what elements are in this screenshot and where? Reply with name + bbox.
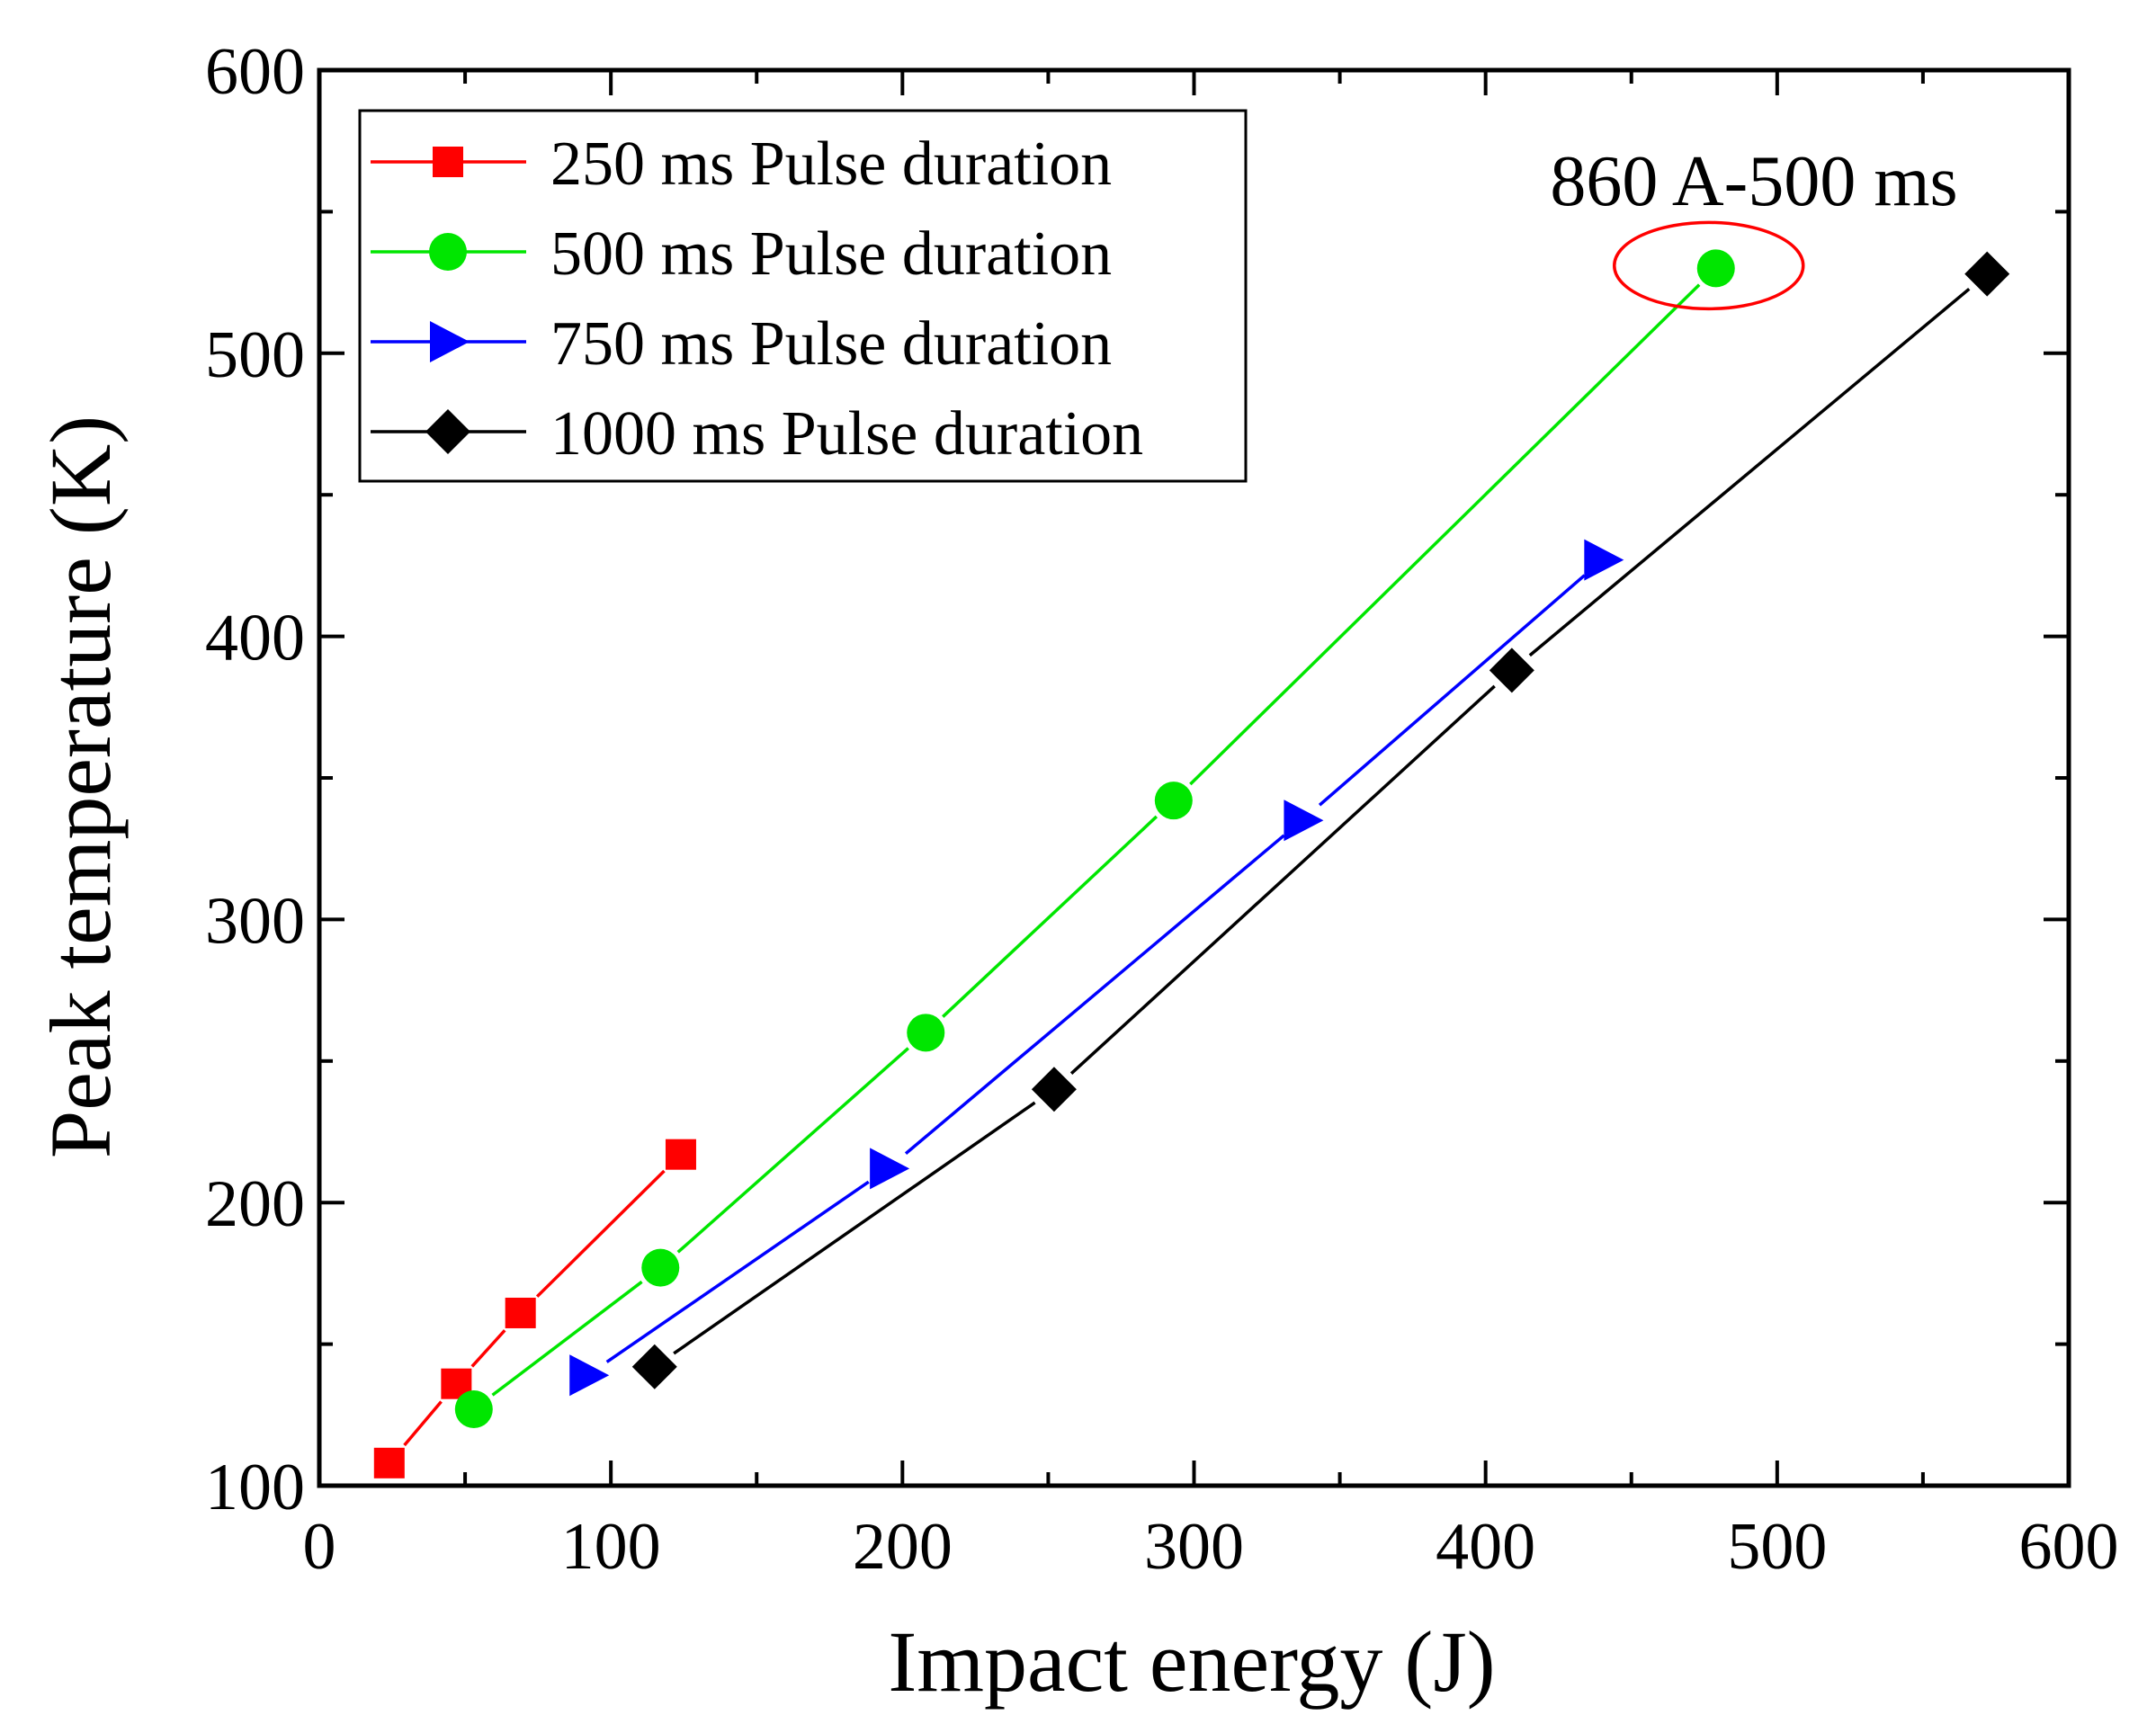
y-tick-label: 400 (205, 602, 305, 675)
series-0-segment (403, 1400, 443, 1447)
legend-label-1: 500 ms Pulse duration (550, 219, 1112, 289)
series-0-point-2 (505, 1297, 536, 1328)
legend-label-0: 250 ms Pulse duration (550, 130, 1112, 199)
legend: 250 ms Pulse duration 500 ms Pulse durati… (358, 109, 1248, 483)
series-0-point-0 (373, 1447, 405, 1478)
series-0-point-3 (665, 1139, 696, 1170)
series-3-point-1 (1031, 1067, 1077, 1112)
highlight-ellipse (1613, 220, 1805, 311)
x-axis-title: Impact energy (J) (888, 1613, 1495, 1710)
series-2-point-0 (569, 1354, 610, 1397)
series-lines (403, 283, 1971, 1447)
series-1-point-0 (454, 1390, 493, 1429)
series-0-segment (470, 1329, 506, 1368)
legend-marker-0 (433, 147, 463, 177)
series-2-segment (904, 834, 1285, 1156)
series-2-point-2 (1284, 800, 1324, 842)
series-1-segment (676, 1047, 909, 1254)
series-2-segment (1318, 574, 1586, 807)
x-tick-label: 300 (1144, 1510, 1244, 1584)
x-tick-label: 600 (2019, 1510, 2119, 1584)
series-1-segment (942, 815, 1159, 1018)
series-1-point-4 (1696, 249, 1735, 288)
x-tick-label: 500 (1727, 1510, 1827, 1584)
legend-label-3: 1000 ms Pulse duration (550, 399, 1143, 469)
y-tick-label: 300 (205, 884, 305, 958)
x-tick-label: 400 (1436, 1510, 1535, 1584)
legend-box (358, 109, 1248, 483)
x-tick-label: 0 (303, 1510, 336, 1584)
y-tick-label: 500 (205, 318, 305, 392)
series-1-point-1 (641, 1248, 680, 1287)
x-tick-label: 100 (561, 1510, 661, 1584)
y-tick-label: 600 (205, 35, 305, 109)
series-2-segment (605, 1180, 870, 1363)
series-3-segment (1528, 287, 1971, 657)
series-3-point-0 (631, 1344, 677, 1389)
series-2-point-1 (870, 1148, 910, 1190)
series-1-segment (1189, 283, 1701, 786)
series-1-point-2 (907, 1014, 945, 1052)
series-0-segment (535, 1169, 666, 1298)
series-3-segment (673, 1101, 1036, 1355)
series-3-segment (1069, 684, 1496, 1076)
series-markers (373, 249, 2010, 1478)
series-3-point-2 (1489, 648, 1534, 693)
y-tick-label: 100 (205, 1451, 305, 1524)
y-tick-label: 200 (205, 1167, 305, 1241)
series-3-point-3 (1964, 251, 2010, 297)
legend-label-2: 750 ms Pulse duration (550, 309, 1112, 379)
series-2-point-3 (1584, 539, 1624, 581)
annotation: 860 A-500 ms (1550, 142, 1958, 311)
legend-marker-2 (430, 321, 470, 362)
series-1-segment (491, 1280, 643, 1397)
y-axis-title: Peak temperature (K) (32, 415, 129, 1158)
series-1-point-3 (1154, 782, 1193, 820)
legend-marker-3 (425, 409, 470, 454)
x-tick-label: 200 (853, 1510, 953, 1584)
annotation-label: 860 A-500 ms (1550, 142, 1957, 221)
legend-marker-1 (429, 233, 467, 271)
